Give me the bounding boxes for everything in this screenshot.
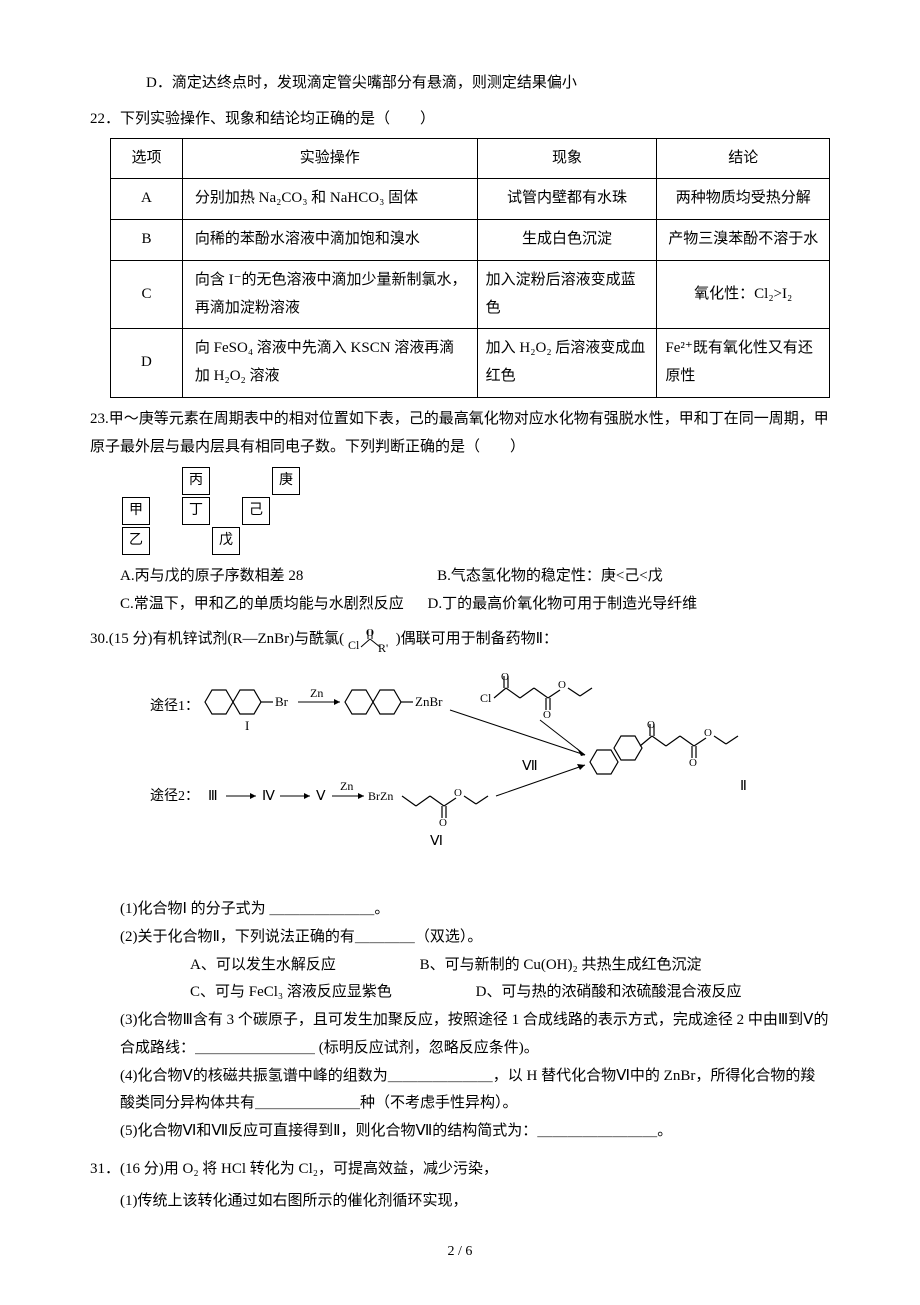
cell-ding: 丁 bbox=[182, 497, 210, 525]
th-op: 实验操作 bbox=[182, 138, 477, 179]
cell-cn: 两种物质均受热分解 bbox=[657, 179, 830, 220]
th-cn: 结论 bbox=[657, 138, 830, 179]
q23-optD: D.丁的最高价氧化物可用于制造光导纤维 bbox=[428, 591, 698, 619]
svg-text:O: O bbox=[704, 727, 712, 739]
cell-ph: 生成白色沉淀 bbox=[477, 220, 657, 261]
q30-sub3: (3)化合物Ⅲ含有 3 个碳原子，且可发生加聚反应，按照途径 1 合成线路的表示… bbox=[90, 1007, 830, 1063]
q23-optA: A.丙与戊的原子序数相差 28 bbox=[120, 568, 303, 584]
cell-ph: 加入淀粉后溶液变成蓝色 bbox=[477, 260, 657, 329]
svg-text:Ⅳ: Ⅳ bbox=[262, 789, 275, 804]
cell-geng: 庚 bbox=[272, 467, 300, 495]
page-number: 2 / 6 bbox=[90, 1239, 830, 1265]
compound-acylchloride-ester: Cl O O O bbox=[480, 671, 592, 721]
th-ph: 现象 bbox=[477, 138, 657, 179]
cell-wu: 戊 bbox=[212, 527, 240, 555]
cell-cn: 氧化性：Cl₂>I₂ bbox=[657, 260, 830, 329]
q30-sub4: (4)化合物Ⅴ的核磁共振氢谱中峰的组数为＿＿＿＿＿＿＿，以 H 替代化合物Ⅵ中的… bbox=[90, 1063, 830, 1119]
label-II: Ⅱ bbox=[740, 779, 747, 794]
q31-sub1: (1)传统上该转化通过如右图所示的催化剂循环实现， bbox=[90, 1188, 830, 1216]
cell-ph: 试管内壁都有水珠 bbox=[477, 179, 657, 220]
q30-sub2-b: B、可与新制的 Cu(OH)₂ 共热生成红色沉淀 bbox=[420, 952, 702, 980]
q23-periodic-grid: 丙 庚 甲 丁 己 乙 戊 bbox=[120, 465, 830, 557]
q22-rowB: B 向稀的苯酚水溶液中滴加饱和溴水 生成白色沉淀 产物三溴苯酚不溶于水 bbox=[111, 220, 830, 261]
cell-opt: B bbox=[111, 220, 183, 261]
svg-text:R': R' bbox=[378, 641, 388, 653]
zn-reagent-2: Zn bbox=[340, 779, 353, 793]
cell-op: 分别加热 Na₂CO₃ 和 NaHCO₃ 固体 bbox=[182, 179, 477, 220]
svg-text:Ⅴ: Ⅴ bbox=[316, 789, 326, 804]
q30-sub2-c: C、可与 FeCl₃ 溶液反应显紫色 bbox=[190, 984, 392, 1000]
label-I: I bbox=[245, 718, 249, 733]
q22-stem: 22．下列实验操作、现象和结论均正确的是（ ） bbox=[90, 106, 830, 134]
svg-text:ZnBr: ZnBr bbox=[415, 694, 443, 709]
q22-rowC: C 向含 I⁻的无色溶液中滴加少量新制氯水，再滴加淀粉溶液 加入淀粉后溶液变成蓝… bbox=[111, 260, 830, 329]
q30-sub2-ab: A、可以发生水解反应 B、可与新制的 Cu(OH)₂ 共热生成红色沉淀 bbox=[90, 952, 830, 980]
th-opt: 选项 bbox=[111, 138, 183, 179]
cell-ji: 己 bbox=[242, 497, 270, 525]
cell-bing: 丙 bbox=[182, 467, 210, 495]
svg-text:Br: Br bbox=[275, 694, 289, 709]
zn-reagent-1: Zn bbox=[310, 686, 323, 700]
compound-VI: BrZn O O bbox=[368, 787, 488, 829]
q30-sub1: (1)化合物Ⅰ 的分子式为 ＿＿＿＿＿＿＿。 bbox=[90, 896, 830, 924]
cell-opt: C bbox=[111, 260, 183, 329]
svg-text:Cl: Cl bbox=[480, 691, 492, 705]
acyl-chloride-icon: Cl O R' bbox=[348, 627, 392, 653]
svg-text:O: O bbox=[366, 627, 374, 639]
q23-optCD: C.常温下，甲和乙的单质均能与水剧烈反应 D.丁的最高价氧化物可用于制造光导纤维 bbox=[90, 591, 830, 619]
svg-text:O: O bbox=[543, 709, 551, 721]
q30-sub5: (5)化合物Ⅵ和Ⅶ反应可直接得到Ⅱ，则化合物Ⅶ的结构简式为：＿＿＿＿＿＿＿＿。 bbox=[90, 1118, 830, 1146]
q22-rowA: A 分别加热 Na₂CO₃ 和 NaHCO₃ 固体 试管内壁都有水珠 两种物质均… bbox=[111, 179, 830, 220]
q22-rowD: D 向 FeSO₄ 溶液中先滴入 KSCN 溶液再滴加 H₂O₂ 溶液 加入 H… bbox=[111, 329, 830, 398]
label-VI: Ⅵ bbox=[430, 834, 443, 849]
q21-optD: D．滴定达终点时，发现滴定管尖嘴部分有悬滴，则测定结果偏小 bbox=[90, 70, 830, 98]
q23-optC: C.常温下，甲和乙的单质均能与水剧烈反应 bbox=[120, 596, 404, 612]
compound-II-product: O O O bbox=[590, 719, 738, 774]
cell-op: 向稀的苯酚水溶液中滴加饱和溴水 bbox=[182, 220, 477, 261]
cell-op: 向含 I⁻的无色溶液中滴加少量新制氯水，再滴加淀粉溶液 bbox=[182, 260, 477, 329]
route1-label: 途径1： bbox=[150, 697, 199, 714]
cell-cn: Fe²⁺既有氧化性又有还原性 bbox=[657, 329, 830, 398]
svg-text:O: O bbox=[501, 671, 509, 683]
cell-op: 向 FeSO₄ 溶液中先滴入 KSCN 溶液再滴加 H₂O₂ 溶液 bbox=[182, 329, 477, 398]
compound-I-biphenyl-br: Br bbox=[205, 690, 289, 714]
q30-sub2-a: A、可以发生水解反应 bbox=[190, 957, 336, 973]
svg-text:BrZn: BrZn bbox=[368, 789, 393, 803]
cell-cn: 产物三溴苯酚不溶于水 bbox=[657, 220, 830, 261]
q23-optAB: A.丙与戊的原子序数相差 28 B.气态氢化物的稳定性：庚<己<戊 bbox=[90, 563, 830, 591]
q23-optB: B.气态氢化物的稳定性：庚<己<戊 bbox=[437, 563, 663, 591]
route2-label: 途径2： bbox=[150, 787, 199, 804]
q30-sub2-d: D、可与热的浓硝酸和浓硫酸混合液反应 bbox=[476, 979, 742, 1007]
svg-text:O: O bbox=[439, 817, 447, 829]
q22-table: 选项 实验操作 现象 结论 A 分别加热 Na₂CO₃ 和 NaHCO₃ 固体 … bbox=[110, 138, 830, 398]
q30-sub2-cd: C、可与 FeCl₃ 溶液反应显紫色 D、可与热的浓硝酸和浓硫酸混合液反应 bbox=[90, 979, 830, 1007]
q23-stem: 23.甲～庚等元素在周期表中的相对位置如下表，己的最高氧化物对应水化物有强脱水性… bbox=[90, 406, 830, 462]
cell-yi: 乙 bbox=[122, 527, 150, 555]
cell-ph: 加入 H₂O₂ 后溶液变成血红色 bbox=[477, 329, 657, 398]
svg-text:O: O bbox=[689, 757, 697, 769]
cell-opt: A bbox=[111, 179, 183, 220]
q31-stem: 31．(16 分)用 O₂ 将 HCl 转化为 Cl₂，可提高效益，减少污染， bbox=[90, 1156, 830, 1184]
svg-text:O: O bbox=[454, 787, 462, 799]
q30-sub2-stem: (2)关于化合物Ⅱ，下列说法正确的有＿＿＿＿（双选）。 bbox=[90, 924, 830, 952]
compound-biphenyl-znbr: ZnBr bbox=[345, 690, 443, 714]
q30-stem: 30.(15 分)有机锌试剂(R—ZnBr)与酰氯( Cl O R' )偶联可用… bbox=[90, 626, 830, 654]
q30-stem-prefix: 30.(15 分)有机锌试剂(R—ZnBr)与酰氯( bbox=[90, 631, 344, 647]
svg-text:Ⅲ: Ⅲ bbox=[208, 789, 218, 804]
svg-text:O: O bbox=[647, 719, 655, 731]
cell-jia: 甲 bbox=[122, 497, 150, 525]
q30-stem-suffix: )偶联可用于制备药物Ⅱ： bbox=[396, 631, 558, 647]
cell-opt: D bbox=[111, 329, 183, 398]
svg-text:O: O bbox=[558, 679, 566, 691]
q30-reaction-scheme: 途径1： Br I Zn ZnBr Cl O O O bbox=[140, 670, 780, 880]
label-VII: Ⅶ bbox=[522, 759, 538, 774]
svg-text:Cl: Cl bbox=[348, 638, 360, 652]
